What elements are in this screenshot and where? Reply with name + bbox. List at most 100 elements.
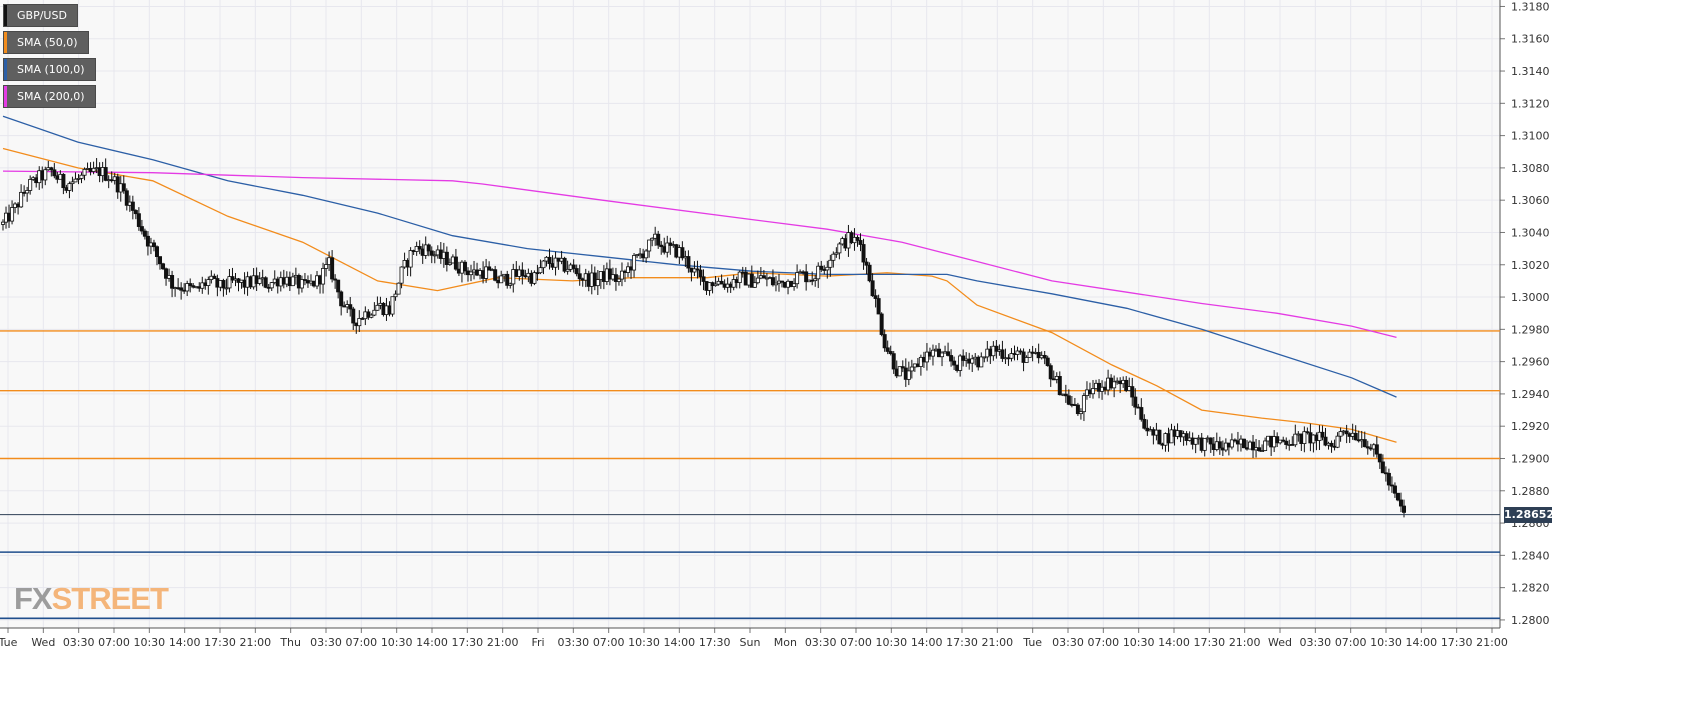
candle-body — [124, 190, 129, 206]
candle-body — [1217, 441, 1222, 449]
candle-body — [1184, 433, 1189, 441]
candle-body — [1139, 407, 1144, 420]
candle-body — [179, 287, 184, 291]
legend-item: SMA (200,0) — [3, 85, 96, 108]
candle-body — [1208, 437, 1213, 445]
candle-body — [1048, 365, 1053, 380]
candle-body — [619, 270, 624, 280]
candle-body — [1015, 350, 1020, 355]
x-tick-label: 21:00 — [239, 636, 271, 649]
candle-body — [613, 274, 618, 282]
candle-body — [897, 366, 902, 377]
candle-body — [825, 266, 830, 271]
candle-body — [668, 242, 673, 246]
x-tick-label: Wed — [31, 636, 55, 649]
x-tick-label: 07:00 — [345, 636, 377, 649]
x-tick-label: Tue — [0, 636, 18, 649]
candle-body — [82, 168, 87, 176]
candle-body — [493, 269, 498, 281]
x-tick-label: 14:00 — [1405, 636, 1437, 649]
candle-body — [52, 169, 57, 177]
legend: GBP/USD SMA (50,0) SMA (100,0) SMA (200,0) — [3, 4, 96, 112]
candle-body — [979, 356, 984, 368]
candle-body — [161, 263, 166, 270]
candle-body — [755, 277, 760, 284]
candle-body — [257, 278, 262, 284]
candle-body — [888, 351, 893, 355]
candle-body — [76, 178, 81, 180]
candle-body — [49, 167, 54, 171]
y-tick-label: 1.3140 — [1511, 65, 1550, 78]
candle-body — [828, 259, 833, 268]
candle-body — [1377, 453, 1382, 463]
candle-body — [339, 291, 344, 307]
candle-body — [813, 278, 818, 282]
candle-body — [357, 318, 362, 327]
candle-body — [290, 276, 295, 287]
candle-body — [816, 265, 821, 280]
x-tick-label: 10:30 — [1370, 636, 1402, 649]
candle-body — [867, 264, 872, 282]
candle-body — [369, 314, 374, 318]
x-tick-label: 10:30 — [381, 636, 413, 649]
candle-body — [1362, 439, 1367, 448]
y-tick-label: 1.2880 — [1511, 485, 1550, 498]
candle-body — [212, 275, 217, 279]
y-tick-label: 1.3160 — [1511, 33, 1550, 46]
candle-body — [1091, 388, 1096, 395]
candle-body — [970, 358, 975, 364]
x-tick-label: 03:30 — [63, 636, 95, 649]
candle-body — [73, 178, 78, 183]
candle-body — [61, 173, 66, 189]
candle-body — [375, 304, 380, 311]
candle-body — [1344, 430, 1349, 435]
candle-body — [885, 347, 890, 352]
candle-body — [1302, 431, 1307, 444]
candle-body — [487, 266, 492, 271]
candle-body — [749, 273, 754, 288]
x-tick-label: Fri — [531, 636, 544, 649]
candle-body — [263, 277, 268, 288]
candle-body — [731, 279, 736, 288]
candle-body — [595, 279, 600, 287]
candle-body — [1260, 450, 1265, 452]
candle-body — [393, 293, 398, 298]
candle-body — [647, 239, 652, 252]
candle-body — [891, 353, 896, 370]
candle-body — [940, 352, 945, 358]
candle-body — [1293, 433, 1298, 446]
candle-body — [982, 356, 987, 359]
candle-body — [1257, 447, 1262, 452]
candle-body — [607, 268, 612, 280]
y-tick-label: 1.2940 — [1511, 388, 1550, 401]
candle-body — [133, 210, 138, 215]
x-tick-label: 10:30 — [133, 636, 165, 649]
candle-body — [961, 355, 966, 361]
x-tick-label: 03:30 — [1052, 636, 1084, 649]
candle-body — [680, 247, 685, 259]
candle-body — [396, 282, 401, 295]
x-tick-label: 03:30 — [805, 636, 837, 649]
candle-body — [1320, 431, 1325, 438]
candle-body — [139, 226, 144, 232]
candle-body — [900, 366, 905, 369]
y-tick-label: 1.2920 — [1511, 420, 1550, 433]
candles — [0, 158, 1407, 518]
candle-body — [1329, 442, 1334, 447]
x-tick-label: 03:30 — [1299, 636, 1331, 649]
candle-body — [484, 266, 489, 279]
candle-body — [505, 273, 510, 286]
candle-body — [656, 233, 661, 246]
candle-body — [348, 304, 353, 310]
candle-body — [10, 207, 15, 222]
candle-body — [1398, 499, 1403, 507]
candle-body — [206, 279, 211, 286]
candle-body — [1281, 439, 1286, 442]
x-tick-label: 14:00 — [169, 636, 201, 649]
candle-body — [324, 264, 329, 269]
candle-body — [1389, 484, 1394, 487]
candle-body — [1042, 354, 1047, 359]
candle-body — [532, 272, 537, 284]
